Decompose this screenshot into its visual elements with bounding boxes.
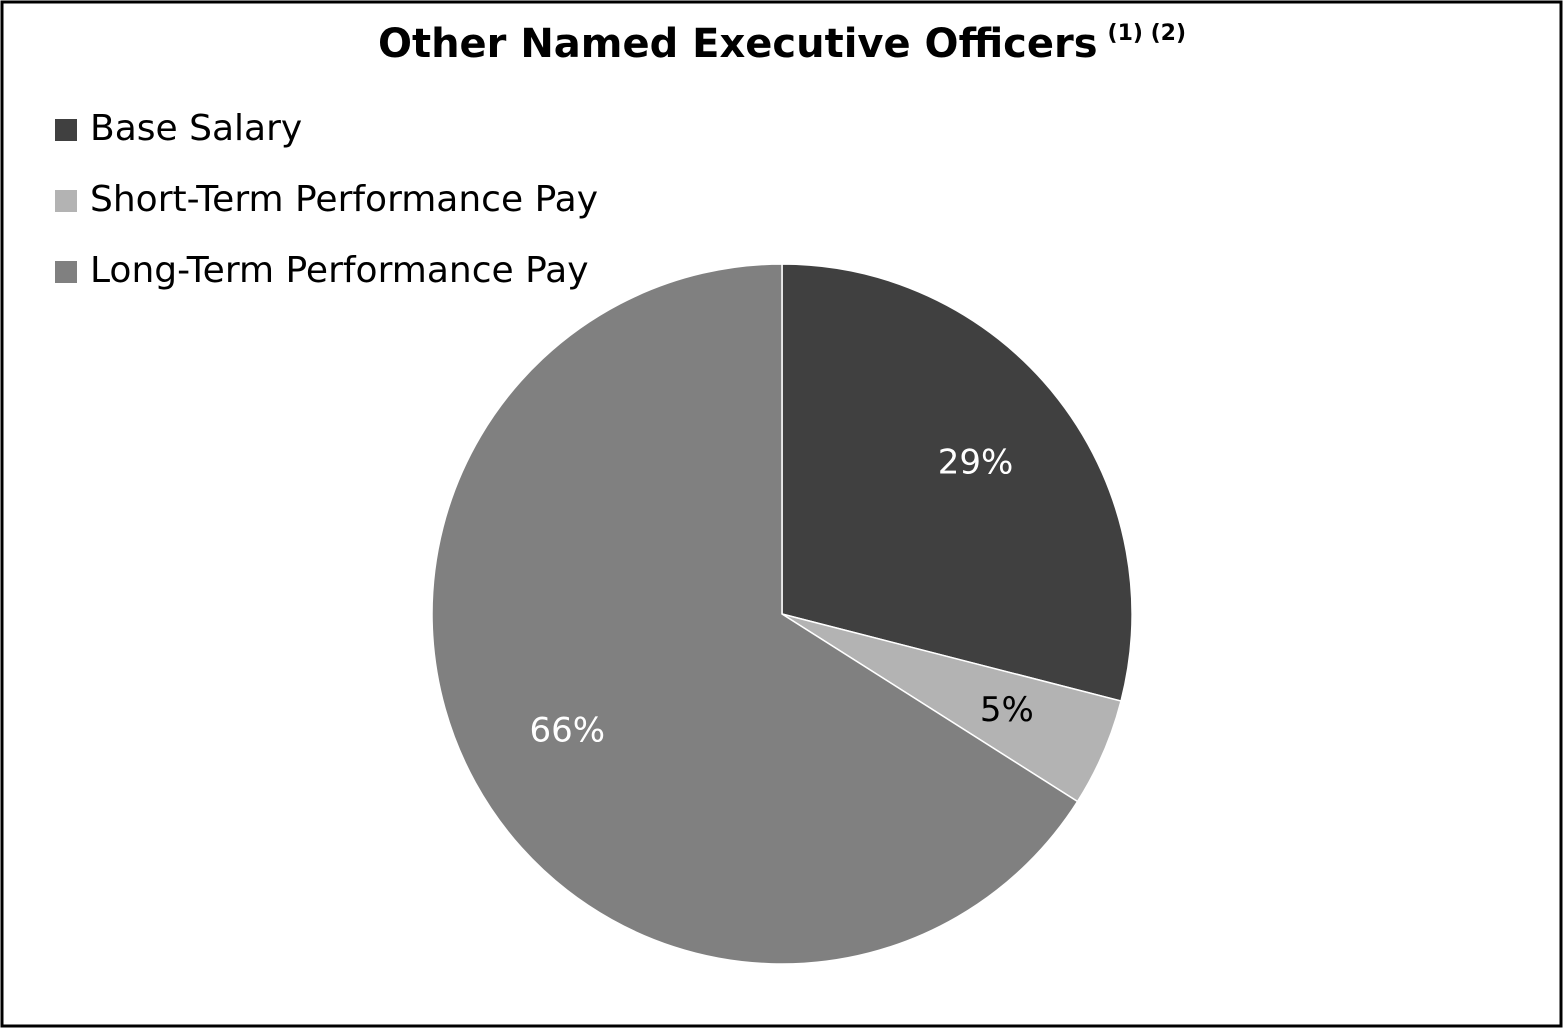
legend-swatch: [55, 190, 77, 212]
data-label: 66%: [530, 711, 606, 751]
chart-title-group: Other Named Executive Officers (1) (2): [378, 21, 1186, 67]
pie-slice: [431, 263, 1079, 965]
pie-slice: [781, 263, 1133, 702]
legend-label: Long-Term Performance Pay: [90, 250, 589, 291]
legend-label: Base Salary: [90, 108, 302, 149]
legend-swatch: [55, 261, 77, 283]
data-label: 29%: [938, 442, 1014, 482]
chart-title: Other Named Executive Officers: [378, 21, 1098, 67]
chart-title-superscript: (1) (2): [1108, 21, 1187, 46]
data-label: 5%: [980, 690, 1034, 730]
legend-label: Short-Term Performance Pay: [90, 179, 598, 220]
legend-swatch: [55, 119, 77, 141]
